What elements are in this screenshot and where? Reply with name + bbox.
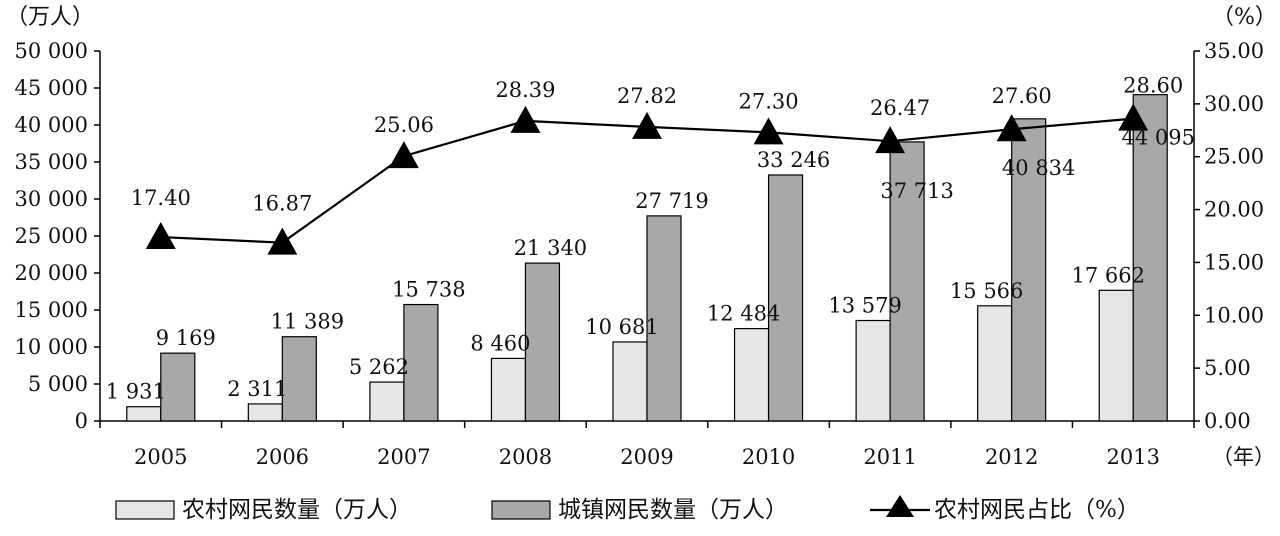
x-axis-unit: （年） — [1212, 445, 1275, 469]
rural-bar-label: 10 681 — [585, 315, 658, 339]
rural-share-label: 27.30 — [738, 89, 798, 113]
left-tick-label: 0 — [75, 409, 88, 433]
x-tick-label: 2009 — [620, 445, 673, 469]
left-tick-label: 35 000 — [15, 150, 88, 174]
rural-bar — [1098, 289, 1134, 422]
left-tick-label: 15 000 — [15, 298, 88, 322]
rural-bar-label: 12 484 — [707, 302, 780, 326]
rural-bar — [733, 328, 770, 422]
right-tick-label: 25.00 — [1204, 145, 1264, 169]
left-tick-label: 40 000 — [15, 113, 88, 137]
rural-share-label: 27.60 — [992, 84, 1052, 108]
urban-bar — [646, 215, 682, 422]
rural-share-label: 16.87 — [252, 192, 312, 216]
rural-bar — [490, 357, 527, 422]
left-tick-label: 20 000 — [15, 261, 88, 285]
legend-line-marker — [886, 495, 914, 517]
rural-share-marker — [145, 222, 176, 250]
urban-bar — [1011, 118, 1047, 422]
urban-bar-label: 11 389 — [271, 310, 344, 334]
right-tick-label: 15.00 — [1204, 250, 1264, 274]
legend-urban-swatch — [491, 500, 551, 520]
urban-bar-label: 15 738 — [392, 278, 465, 302]
left-tick-label: 5 000 — [28, 372, 88, 396]
rural-share-marker — [1118, 103, 1149, 131]
legend-line-label: 农村网民占比（%） — [934, 497, 1140, 523]
right-tick-label: 30.00 — [1204, 92, 1264, 116]
left-tick-label: 45 000 — [15, 76, 88, 100]
rural-bar — [369, 381, 405, 422]
right-tick-label: 10.00 — [1204, 303, 1264, 327]
rural-bar-label: 8 460 — [470, 331, 530, 355]
legend-rural-label: 农村网民数量（万人） — [182, 497, 412, 523]
urban-bar-label: 33 246 — [757, 148, 830, 172]
rural-share-label: 17.40 — [131, 186, 191, 210]
rural-bar — [612, 341, 648, 422]
urban-bar — [889, 141, 925, 422]
left-tick-label: 10 000 — [15, 335, 88, 359]
x-tick-label: 2012 — [985, 445, 1038, 469]
urban-bar — [1132, 94, 1168, 422]
x-tick-label: 2005 — [134, 445, 187, 469]
urban-bar — [767, 174, 804, 422]
urban-bar-label: 44 095 — [1121, 126, 1194, 150]
rural-share-marker — [875, 126, 906, 154]
right-tick-label: 5.00 — [1204, 356, 1251, 380]
urban-bar — [281, 336, 317, 422]
rural-bar — [977, 305, 1013, 422]
urban-bar-label: 9 169 — [156, 326, 216, 350]
x-tick-label: 2007 — [377, 445, 430, 469]
rural-bar-label: 17 662 — [1071, 263, 1144, 287]
rural-bar — [247, 403, 283, 422]
x-tick-label: 2006 — [256, 445, 309, 469]
urban-bar — [524, 262, 561, 422]
rural-share-marker — [388, 141, 419, 169]
rural-bar-label: 1 931 — [106, 380, 166, 404]
rural-bar — [126, 406, 162, 422]
rural-share-marker — [510, 105, 541, 133]
right-tick-label: 35.00 — [1204, 39, 1264, 63]
legend-urban-label: 城镇网民数量（万人） — [558, 497, 788, 523]
rural-share-marker — [753, 117, 784, 145]
rural-share-marker — [996, 114, 1027, 142]
urban-bar-label: 21 340 — [514, 236, 587, 260]
urban-bar-label: 37 713 — [880, 179, 953, 203]
right-tick-label: 20.00 — [1204, 198, 1264, 222]
rural-bar-label: 13 579 — [828, 294, 901, 318]
rural-bar-label: 5 262 — [349, 355, 409, 379]
legend-rural-swatch — [115, 500, 175, 520]
urban-bar-label: 40 834 — [1002, 156, 1075, 180]
x-tick-label: 2013 — [1106, 445, 1159, 469]
x-tick-label: 2008 — [499, 445, 552, 469]
urban-bar — [403, 303, 439, 422]
left-axis-unit: （万人） — [6, 5, 94, 30]
rural-bar — [855, 319, 891, 422]
urban-bar — [160, 352, 196, 422]
rural-share-label: 26.47 — [870, 96, 930, 120]
rural-share-marker — [267, 227, 298, 255]
left-tick-label: 30 000 — [15, 187, 88, 211]
left-tick-label: 50 000 — [15, 39, 88, 63]
rural-share-marker — [632, 111, 662, 139]
rural-bar-label: 2 311 — [227, 377, 287, 401]
right-tick-label: 0.00 — [1204, 409, 1251, 433]
right-axis-unit: （%） — [1212, 5, 1277, 30]
x-tick-label: 2010 — [742, 445, 795, 469]
rural-bar-label: 15 566 — [950, 279, 1023, 303]
left-tick-label: 25 000 — [15, 224, 88, 248]
rural-share-label: 28.60 — [1123, 74, 1183, 98]
x-tick-label: 2011 — [863, 445, 916, 469]
urban-bar-label: 27 719 — [635, 189, 708, 213]
rural-share-label: 28.39 — [495, 78, 555, 102]
rural-share-label: 25.06 — [374, 113, 434, 137]
rural-share-label: 27.82 — [617, 84, 677, 108]
